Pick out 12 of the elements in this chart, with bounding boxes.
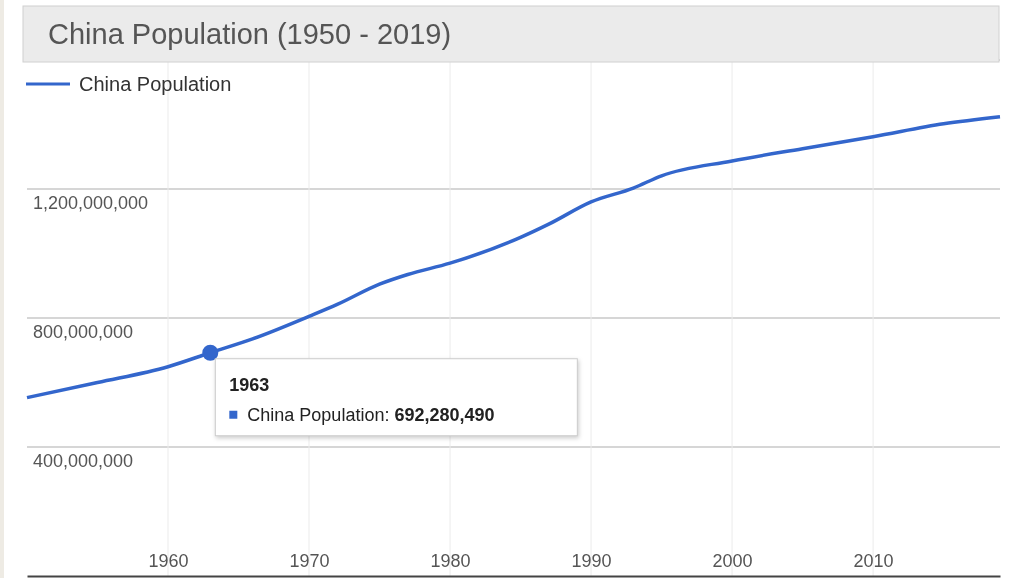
x-tick-label: 2000 [712,550,753,571]
y-tick-label: 400,000,000 [33,451,134,472]
x-tick-label: 1970 [289,550,330,571]
annotation: 1963 China Population: 692,280,490 [229,374,495,425]
y-tick-label: 1,200,000,000 [33,193,149,214]
x-tick-label: 1990 [571,550,612,571]
y-tick-label: 800,000,000 [33,322,134,343]
legend-label: China Population [79,73,232,95]
chart-title: China Population (1950 - 2019) [48,18,452,50]
x-tick-label: 1980 [430,550,471,571]
x-tick-label: 1960 [148,550,189,571]
x-tick-label: 2010 [853,550,894,571]
